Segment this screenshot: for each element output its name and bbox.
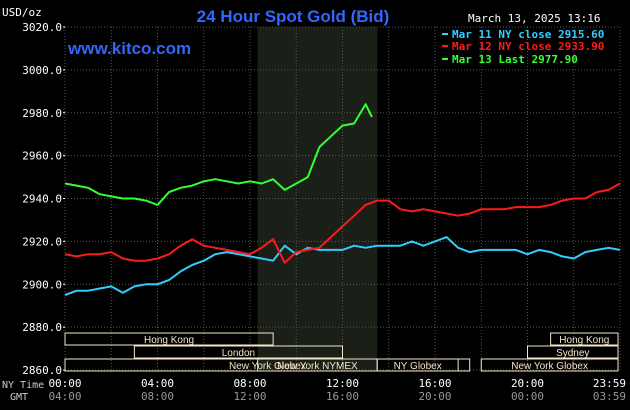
y-tick-label: 2860.0 (22, 364, 62, 377)
y-tick-label: 2900.0 (22, 278, 62, 291)
session-box (550, 332, 619, 346)
x-tick-label-gmt: 00:00 (511, 390, 544, 403)
y-tick-label: 3020.0 (22, 21, 62, 34)
session-box (376, 358, 459, 372)
legend: Mar 11 NY close 2915.60 Mar 12 NY close … (442, 28, 604, 66)
x-tick-label-ny: 16:00 (418, 377, 451, 390)
legend-mar12: Mar 12 NY close 2933.90 (452, 40, 604, 53)
x-tick-label-gmt: 04:00 (48, 390, 81, 403)
session-label: Hong Kong (559, 335, 609, 346)
session-label: New York Globex (229, 361, 306, 372)
y-tick-label: 2880.0 (22, 321, 62, 334)
gmt-label: GMT (10, 392, 28, 403)
series-line-1 (64, 182, 621, 264)
series-line-0 (64, 236, 621, 296)
price-series (64, 103, 621, 296)
y-axis-ticks: 3020.0 3000.0 2980.0 2960.0 2940.0 2920.0 2900… (22, 21, 65, 377)
grid-lines (64, 26, 621, 371)
ny-time-label: NY Time (2, 380, 44, 391)
session-box (64, 332, 274, 346)
y-tick-label: 2920.0 (22, 235, 62, 248)
legend-mar13: Mar 13 Last 2977.90 (452, 53, 578, 66)
session-box (480, 358, 619, 372)
x-tick-label-ny: 08:00 (233, 377, 266, 390)
session-label: New York Globex (511, 361, 588, 372)
y-tick-label: 2980.0 (22, 107, 62, 120)
x-axis-ticks: 00:0004:0004:0008:0008:0012:0012:0016:00… (48, 377, 626, 403)
x-tick-label-gmt: 03:59 (593, 390, 626, 403)
series-line-2 (64, 103, 373, 206)
legend-mar11: Mar 11 NY close 2915.60 (452, 28, 604, 41)
y-tick-label: 2940.0 (22, 193, 62, 206)
x-tick-label-ny: 23:59 (593, 377, 626, 390)
x-tick-label-ny: 20:00 (511, 377, 544, 390)
x-tick-label-ny: 04:00 (141, 377, 174, 390)
session-label: New York NYMEX (277, 361, 358, 372)
session-label: Hong Kong (144, 335, 194, 346)
x-tick-label-ny: 00:00 (48, 377, 81, 390)
chart-title: 24 Hour Spot Gold (Bid) (197, 7, 390, 26)
session-label: Sydney (556, 348, 589, 359)
x-tick-label-gmt: 16:00 (326, 390, 359, 403)
session-label: NY Globex (394, 361, 442, 372)
y-tick-label: 3000.0 (22, 64, 62, 77)
x-tick-label-gmt: 20:00 (418, 390, 451, 403)
session-box (133, 345, 343, 359)
session-label: London (222, 348, 255, 359)
y-unit-label: USD/oz (2, 6, 42, 19)
y-tick-label: 2960.0 (22, 150, 62, 163)
session-box (527, 345, 619, 359)
chart-datetime: March 13, 2025 13:16 (468, 12, 600, 25)
kitco-watermark: www.kitco.com (67, 39, 191, 58)
x-tick-label-ny: 12:00 (326, 377, 359, 390)
x-tick-label-gmt: 12:00 (233, 390, 266, 403)
x-tick-label-gmt: 08:00 (141, 390, 174, 403)
